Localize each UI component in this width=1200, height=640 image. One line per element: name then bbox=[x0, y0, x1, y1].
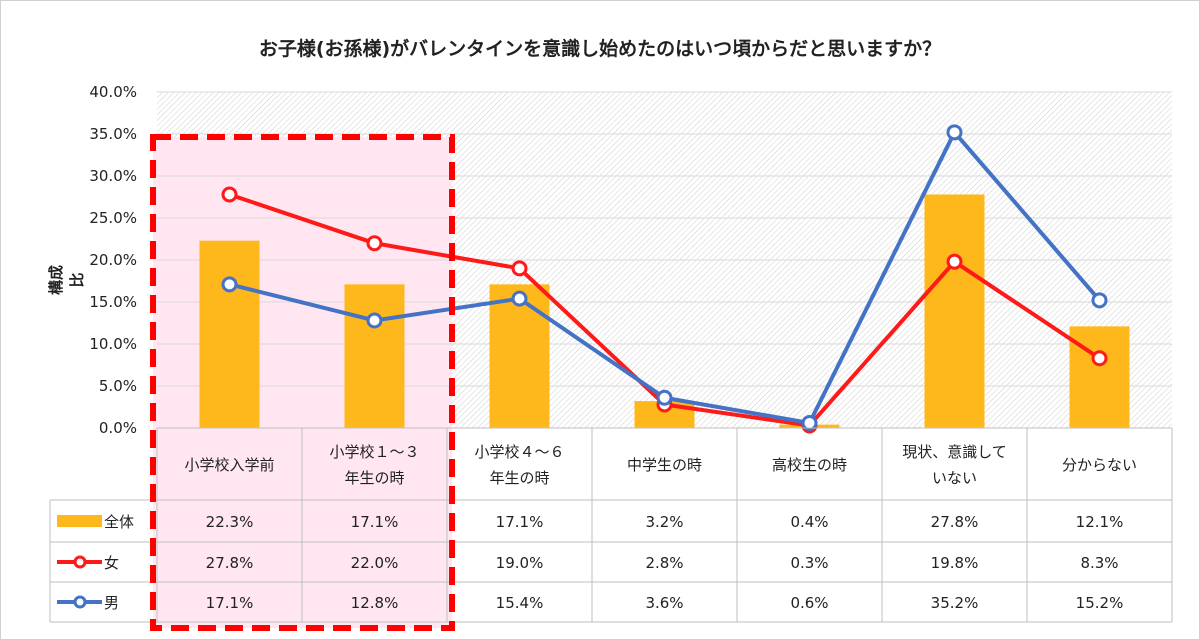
data-label: 0.4% bbox=[790, 513, 828, 531]
data-label: 17.1% bbox=[496, 513, 544, 531]
category-label: 現状、意識して bbox=[902, 443, 1007, 461]
bar-全体 bbox=[199, 240, 260, 428]
data-label: 22.0% bbox=[351, 554, 399, 572]
data-label: 19.0% bbox=[496, 554, 544, 572]
data-label: 19.8% bbox=[931, 554, 979, 572]
y-tick-label: 30.0% bbox=[89, 167, 137, 185]
category-label: いない bbox=[932, 469, 977, 487]
highlight-border bbox=[150, 134, 455, 631]
data-label: 3.2% bbox=[645, 513, 683, 531]
y-tick-label: 25.0% bbox=[89, 209, 137, 227]
y-tick-label: 5.0% bbox=[99, 377, 137, 395]
marker-女 bbox=[511, 260, 528, 277]
data-label: 12.8% bbox=[351, 594, 399, 612]
data-label: 27.8% bbox=[206, 554, 254, 572]
y-tick-label: 40.0% bbox=[89, 83, 137, 101]
legend-name-女: 女 bbox=[104, 554, 119, 572]
category-label: 年生の時 bbox=[489, 469, 549, 487]
marker-男 bbox=[366, 312, 383, 329]
bar-全体 bbox=[924, 194, 985, 428]
y-tick-label: 0.0% bbox=[99, 419, 137, 437]
data-label: 27.8% bbox=[931, 513, 979, 531]
data-label: 15.2% bbox=[1076, 594, 1124, 612]
marker-男 bbox=[801, 414, 818, 431]
y-tick-label: 10.0% bbox=[89, 335, 137, 353]
legend-name-男: 男 bbox=[104, 594, 119, 612]
y-tick-label: 15.0% bbox=[89, 293, 137, 311]
marker-男 bbox=[221, 276, 238, 293]
y-tick-label: 35.0% bbox=[89, 125, 137, 143]
legend-key-marker-男 bbox=[73, 595, 87, 609]
legend-key-全体 bbox=[57, 515, 102, 527]
marker-男 bbox=[656, 389, 673, 406]
data-label: 0.3% bbox=[790, 554, 828, 572]
chart-title: お子様(お孫様)がバレンタインを意識し始めたのはいつ頃からだと思いますか？ bbox=[258, 38, 942, 60]
marker-女 bbox=[221, 186, 238, 203]
data-label: 0.6% bbox=[790, 594, 828, 612]
marker-男 bbox=[946, 124, 963, 141]
bar-全体 bbox=[344, 284, 405, 428]
data-label: 3.6% bbox=[645, 594, 683, 612]
marker-女 bbox=[1091, 350, 1108, 367]
marker-男 bbox=[511, 290, 528, 307]
data-label: 2.8% bbox=[645, 554, 683, 572]
category-label: 小学校入学前 bbox=[184, 456, 274, 474]
bar-全体 bbox=[489, 284, 550, 428]
category-label: 中学生の時 bbox=[627, 456, 702, 474]
category-label: 高校生の時 bbox=[772, 456, 847, 474]
legend-key-marker-女 bbox=[73, 555, 87, 569]
data-label: 22.3% bbox=[206, 513, 254, 531]
marker-男 bbox=[1091, 292, 1108, 309]
category-label: 小学校４～６ bbox=[474, 443, 564, 461]
data-label: 15.4% bbox=[496, 594, 544, 612]
category-label: 分からない bbox=[1062, 456, 1137, 474]
legend-name-全体: 全体 bbox=[104, 513, 134, 531]
category-label: 小学校１～３ bbox=[329, 443, 419, 461]
marker-女 bbox=[946, 253, 963, 270]
data-label: 17.1% bbox=[351, 513, 399, 531]
marker-女 bbox=[366, 235, 383, 252]
category-label: 年生の時 bbox=[344, 469, 404, 487]
data-label: 35.2% bbox=[931, 594, 979, 612]
data-label: 17.1% bbox=[206, 594, 254, 612]
data-label: 8.3% bbox=[1080, 554, 1118, 572]
bar-全体 bbox=[1069, 326, 1130, 428]
y-tick-label: 20.0% bbox=[89, 251, 137, 269]
data-label: 12.1% bbox=[1076, 513, 1124, 531]
